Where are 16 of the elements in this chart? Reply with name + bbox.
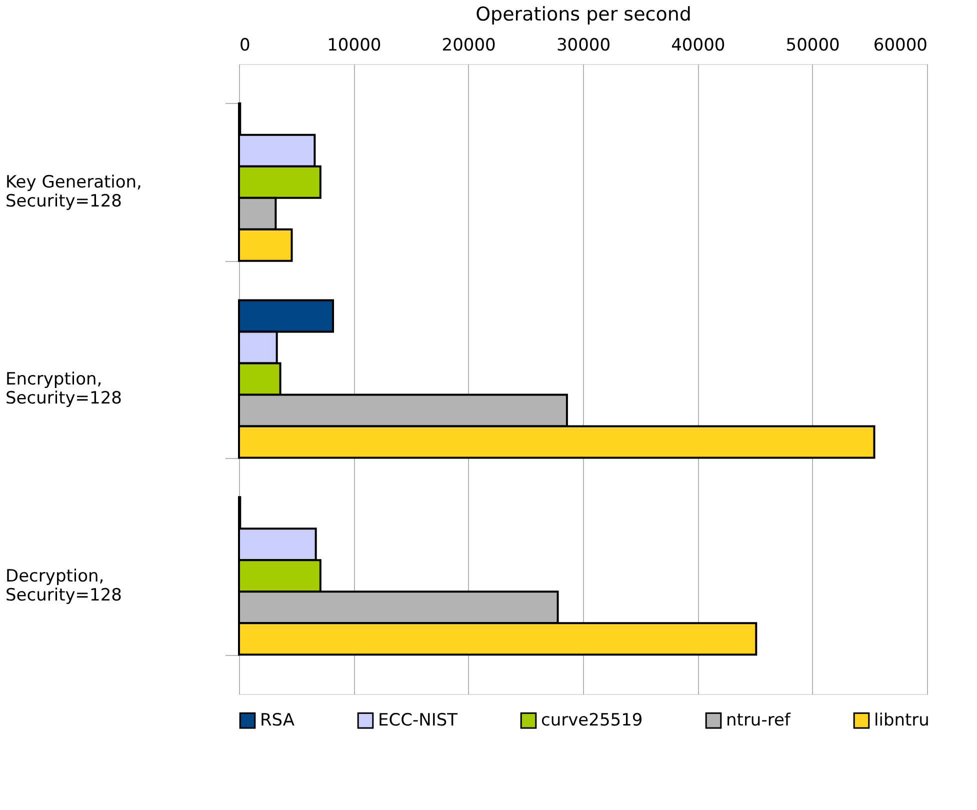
legend-label: ntru-ref [726, 710, 792, 731]
x-tick-label: 40000 [671, 36, 726, 56]
x-axis-title: Operations per second [476, 4, 692, 26]
legend-label: ECC-NIST [378, 710, 458, 731]
x-tick-label: 60000 [873, 36, 928, 56]
y-tick-label: Decryption, Security=128 [6, 566, 122, 606]
y-tick-label: Key Generation, Security=128 [6, 172, 142, 212]
legend-label: RSA [260, 710, 295, 731]
legend-label: curve25519 [541, 710, 643, 731]
x-tick-label: 10000 [327, 36, 382, 56]
legend-label: libntru [874, 710, 930, 731]
y-tick-label: Encryption, Security=128 [6, 370, 122, 408]
x-tick-label: 30000 [556, 36, 611, 56]
x-tick-label: 20000 [442, 36, 496, 56]
x-tick-label: 50000 [786, 36, 840, 56]
x-tick-label: 0 [240, 36, 250, 56]
